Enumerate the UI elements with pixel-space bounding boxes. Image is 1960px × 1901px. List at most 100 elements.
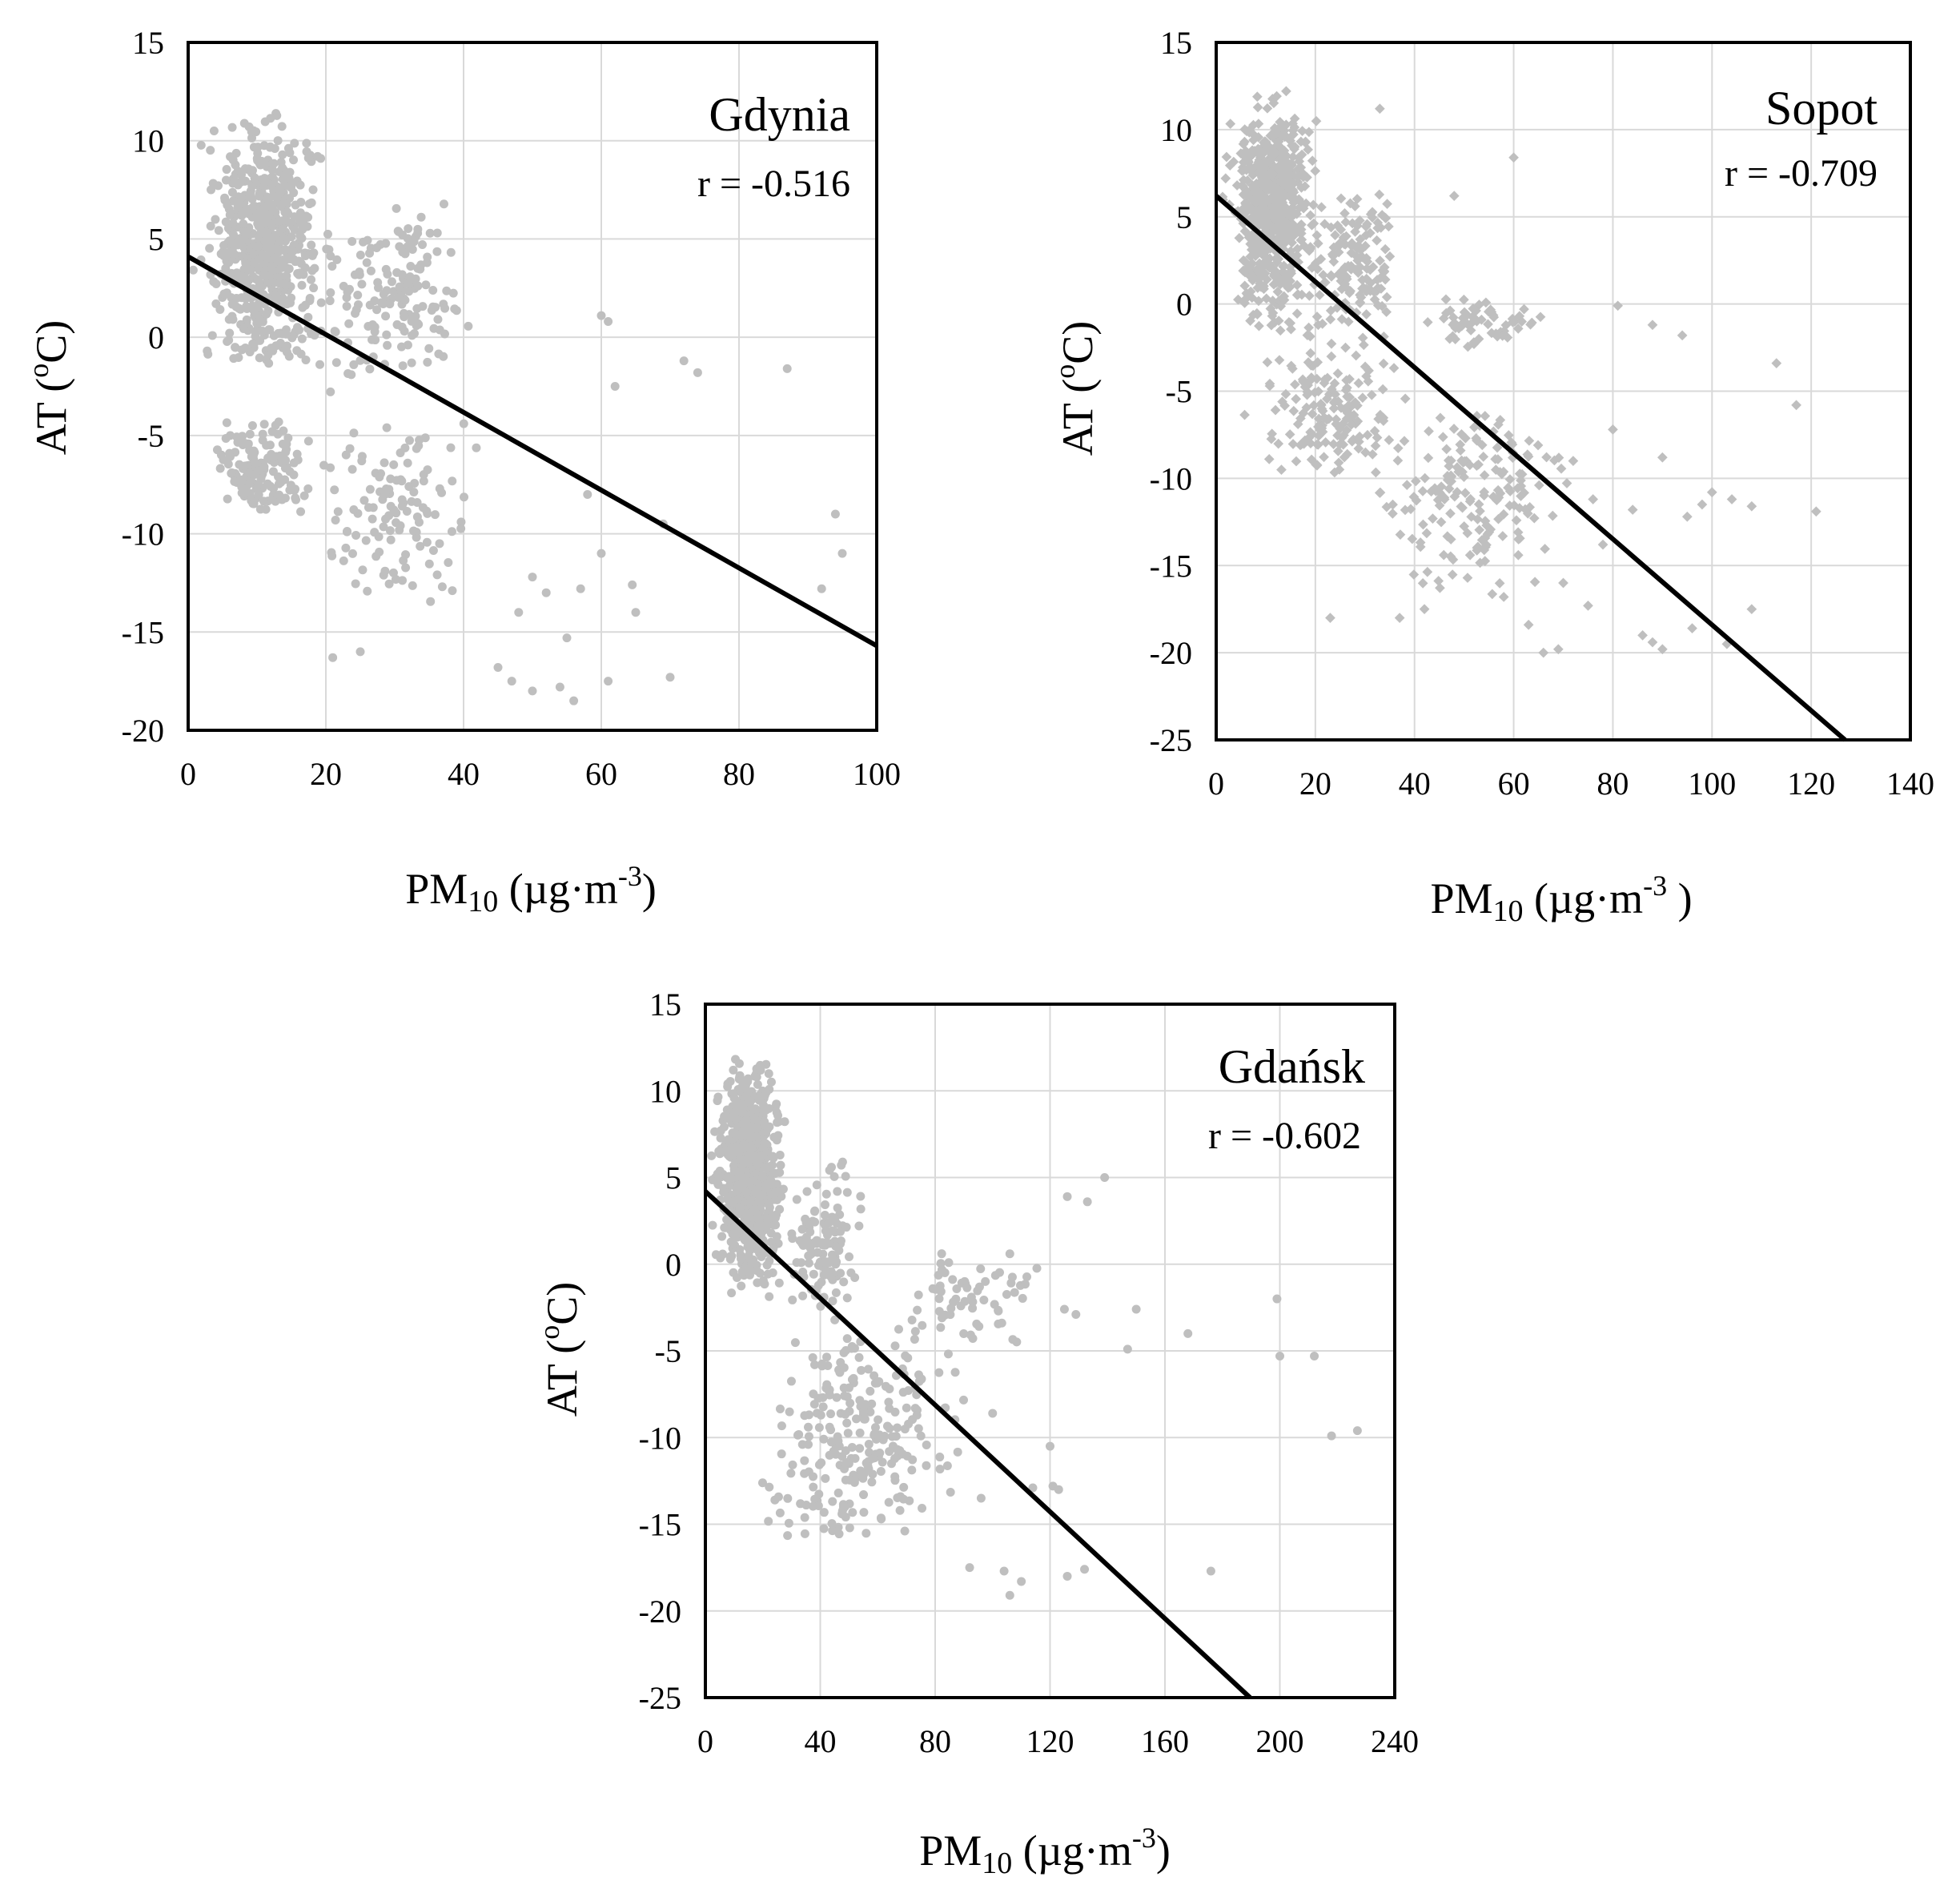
gdynia-data-point — [287, 218, 296, 227]
gdansk-data-point — [809, 1269, 818, 1279]
gdynia-data-point — [413, 228, 423, 238]
gdansk-data-point — [810, 1217, 820, 1227]
gdynia-data-point — [368, 503, 378, 512]
gdansk-data-point — [800, 1411, 809, 1421]
gdansk-data-point — [1046, 1441, 1054, 1451]
gdynia-data-point — [423, 252, 432, 262]
gdansk-data-point — [825, 1390, 834, 1400]
gdynia-data-point — [375, 472, 384, 482]
sopot-ylabel-post: C) — [1054, 321, 1102, 364]
gdansk-data-point — [1022, 1272, 1032, 1282]
gdansk-data-point — [820, 1210, 829, 1220]
sopot-data-point — [1374, 189, 1385, 200]
gdansk-data-point — [765, 1203, 774, 1212]
sopot-data-point — [1325, 613, 1335, 623]
gdynia-data-point — [222, 418, 231, 428]
gdynia-data-point — [251, 328, 261, 338]
sopot-data-point — [1511, 515, 1522, 526]
gdansk-data-point — [837, 1506, 847, 1516]
gdansk-data-point — [737, 1267, 747, 1276]
gdynia-data-point — [401, 563, 411, 573]
sopot-data-point — [1533, 480, 1544, 491]
gdynia-data-point — [203, 346, 212, 356]
gdansk-data-point — [723, 1082, 733, 1091]
gdansk-data-point — [831, 1449, 841, 1459]
sopot-data-point — [1401, 480, 1412, 490]
gdansk-data-point — [842, 1418, 852, 1428]
gdansk-data-point — [753, 1079, 762, 1089]
sopot-data-point — [1556, 463, 1567, 474]
sopot-data-point — [1435, 412, 1446, 424]
gdansk-data-point — [827, 1163, 837, 1172]
gdynia-data-point — [413, 319, 423, 328]
sopot-title: Sopot — [1765, 82, 1878, 135]
gdynia-data-point — [448, 476, 457, 486]
gdansk-data-point — [745, 1098, 755, 1107]
gdansk-data-point — [770, 1213, 780, 1223]
gdynia-data-point — [333, 507, 343, 516]
gdynia-data-point — [248, 499, 258, 508]
sopot-data-point — [1445, 508, 1456, 519]
gdynia-data-point — [275, 451, 285, 460]
sopot-data-point — [1498, 592, 1509, 602]
gdansk-data-point — [908, 1455, 918, 1465]
gdynia-data-point — [331, 516, 340, 525]
gdansk-data-point — [914, 1290, 923, 1300]
gdynia-data-point — [247, 133, 257, 143]
gdansk-data-point — [1310, 1351, 1319, 1360]
sopot-data-point — [1657, 452, 1668, 463]
sopot-data-point — [1234, 232, 1245, 243]
sopot-data-point — [1421, 528, 1432, 539]
gdynia-data-point — [247, 127, 256, 137]
gdynia-data-point — [381, 514, 391, 524]
gdansk-data-point — [828, 1497, 837, 1506]
gdynia-data-point — [283, 143, 293, 153]
gdynia-data-point — [225, 210, 235, 219]
gdansk-data-point — [866, 1386, 875, 1396]
gdansk-data-point — [907, 1465, 917, 1475]
gdynia-data-point — [259, 462, 269, 472]
sopot-data-point — [1706, 487, 1717, 498]
gdansk-data-point — [1059, 1304, 1069, 1314]
gdansk-data-point — [713, 1092, 723, 1102]
gdynia-data-point — [450, 304, 460, 314]
sopot-data-point — [1547, 510, 1558, 521]
gdansk-data-point — [845, 1475, 854, 1485]
gdynia-data-point — [343, 527, 352, 537]
sopot-data-point — [1358, 340, 1369, 351]
sopot-data-point — [1311, 439, 1323, 450]
gdynia-data-point — [365, 484, 375, 494]
gdansk-xlabel-unit: (µg·m — [1012, 1827, 1132, 1875]
gdynia-data-point — [416, 212, 426, 222]
gdynia-data-point — [405, 272, 415, 282]
sopot-xlabel-base: PM — [1430, 874, 1492, 922]
gdynia-data-point — [228, 155, 238, 165]
gdynia-data-point — [299, 270, 308, 279]
gdynia-data-point — [631, 608, 641, 617]
gdansk-data-point — [1275, 1351, 1284, 1360]
sopot-data-point — [1697, 499, 1708, 510]
gdansk-data-point — [760, 1120, 769, 1130]
gdansk-data-point — [776, 1188, 785, 1197]
gdansk-data-point — [870, 1371, 879, 1381]
gdynia-data-point — [421, 280, 431, 290]
gdynia-data-point — [405, 436, 415, 445]
gdynia-data-point — [408, 331, 417, 340]
gdynia-data-point — [432, 570, 442, 580]
gdansk-data-point — [734, 1059, 744, 1068]
gdynia-data-point — [208, 179, 218, 188]
gdansk-data-point — [944, 1258, 954, 1268]
gdansk-data-point — [708, 1220, 717, 1230]
gdansk-data-point — [816, 1301, 825, 1311]
gdynia-data-point — [259, 496, 268, 506]
gdynia-data-point — [400, 295, 410, 305]
gdynia-data-point — [396, 475, 405, 484]
gdynia-data-point — [400, 443, 410, 452]
gdansk-data-point — [828, 1296, 837, 1306]
gdansk-data-point — [819, 1434, 829, 1444]
gdynia-data-point — [408, 581, 417, 590]
gdansk-data-point — [840, 1391, 849, 1401]
gdynia-data-point — [230, 476, 239, 486]
gdansk-data-point — [820, 1257, 829, 1267]
gdynia-data-point — [460, 492, 469, 502]
